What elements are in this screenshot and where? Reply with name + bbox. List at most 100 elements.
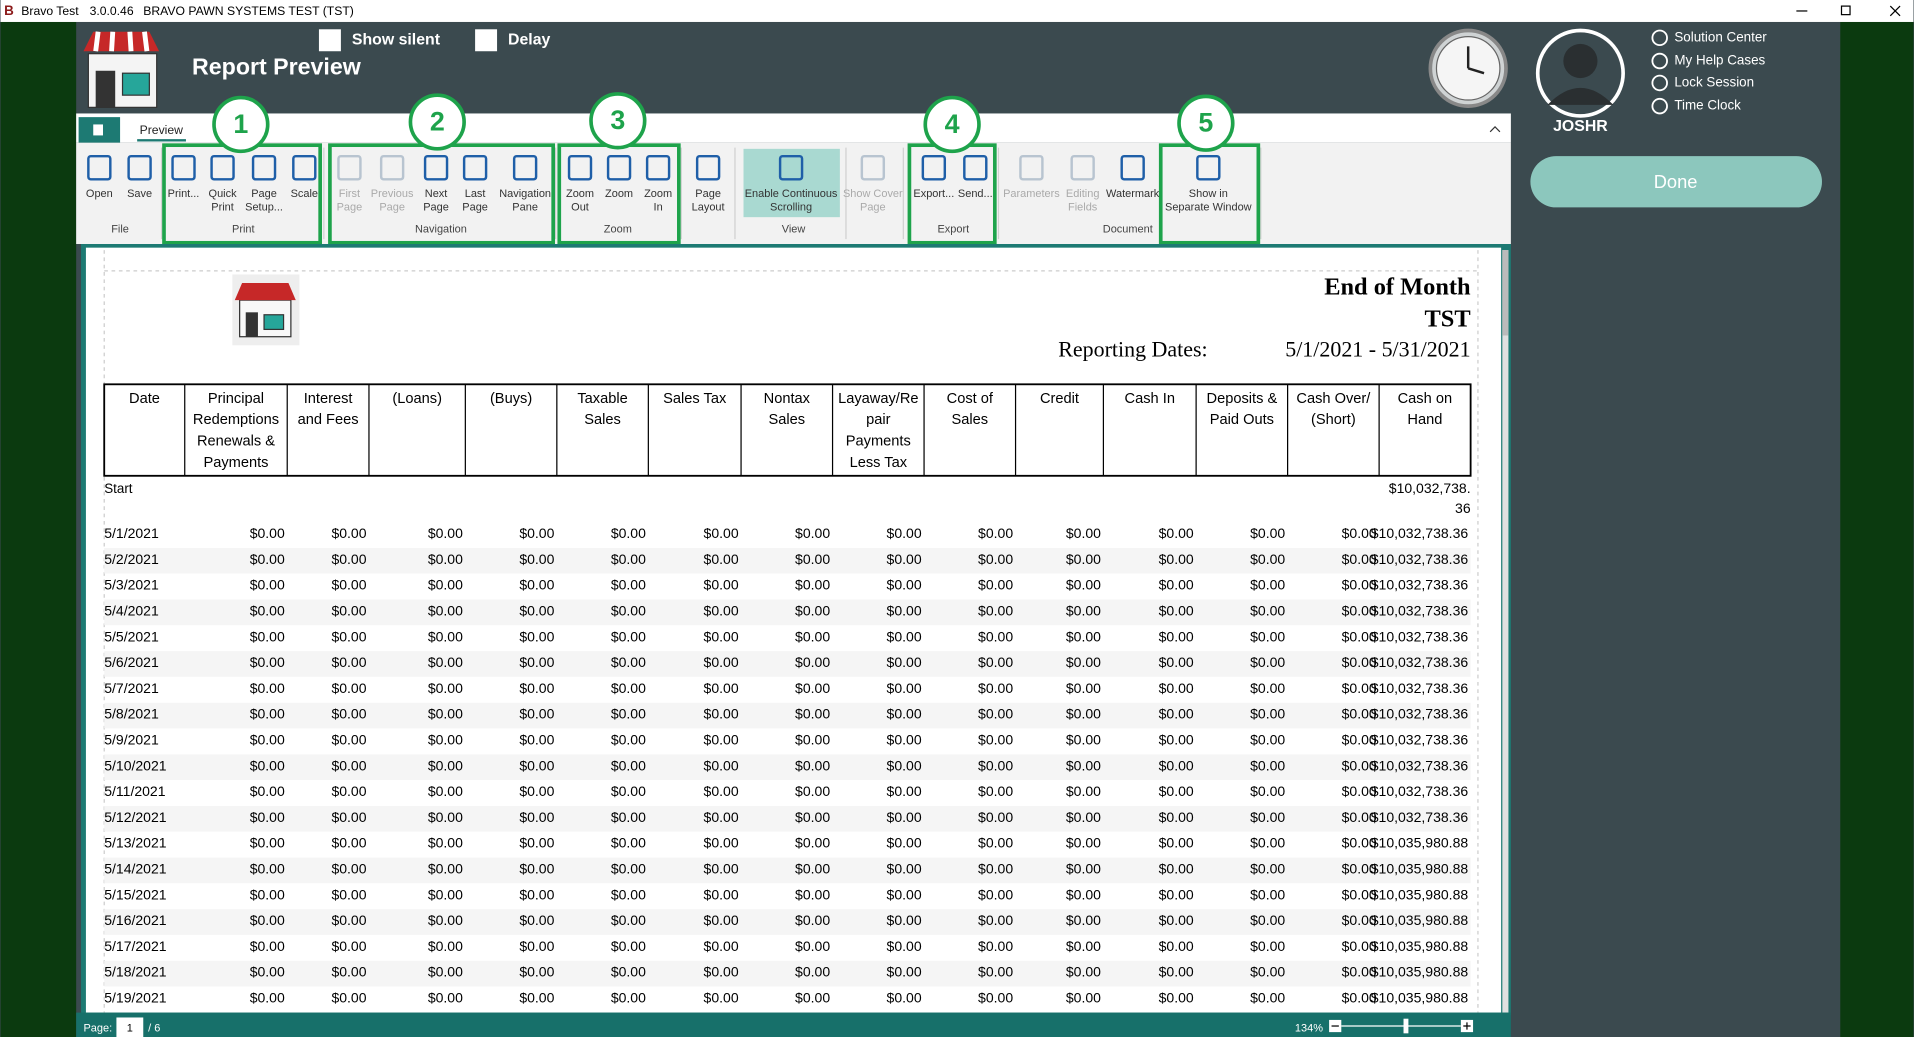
collapse-ribbon[interactable]: [1489, 126, 1501, 133]
ribbon-button[interactable]: Scale: [291, 154, 318, 200]
cell-value: $0.00: [1250, 886, 1285, 902]
ribbon-button[interactable]: Open: [86, 154, 113, 200]
cell-value: $0.00: [1250, 809, 1285, 825]
callout-circle: [589, 92, 647, 150]
preview-tab[interactable]: Preview: [140, 123, 184, 137]
delay-checkbox[interactable]: [475, 29, 498, 52]
ribbon-button[interactable]: Watermark: [1106, 154, 1160, 200]
cell-value: $0.00: [250, 577, 285, 593]
cell-value: $0.00: [611, 680, 646, 696]
button-icon: [1070, 154, 1095, 181]
cell-value: $0.00: [1159, 654, 1194, 670]
ribbon-button[interactable]: PageSetup...: [245, 154, 283, 213]
cell-value: $0.00: [704, 628, 739, 644]
cell-value: $0.00: [250, 706, 285, 722]
cell-date: 5/14/2021: [104, 861, 167, 877]
cell-value: $0.00: [250, 525, 285, 541]
cell-date: 5/17/2021: [104, 938, 167, 954]
scrollbar-thumb[interactable]: [1502, 250, 1509, 336]
user-link[interactable]: Solution Center: [1674, 29, 1767, 44]
cell-value: $0.00: [1342, 964, 1377, 980]
button-label: In: [654, 201, 663, 213]
cell-value: $0.00: [250, 731, 285, 747]
cell-value: $0.00: [1250, 706, 1285, 722]
cell-value: $0.00: [250, 628, 285, 644]
cell-value: $10,035,980.88: [1371, 886, 1469, 902]
cell-value: $0.00: [887, 964, 922, 980]
zoom-slider[interactable]: [1329, 1018, 1474, 1034]
callout-number: 4: [945, 109, 960, 139]
button-label: Setup...: [245, 201, 283, 213]
cell-value: $0.00: [1159, 757, 1194, 773]
app-menu-icon: [93, 124, 103, 136]
dates-value: 5/1/2021 - 5/31/2021: [1285, 336, 1470, 361]
cell-value: $0.00: [428, 912, 463, 928]
cell-value: $0.00: [704, 551, 739, 567]
button-label: Parameters: [1003, 188, 1060, 200]
cell-value: $0.00: [250, 912, 285, 928]
start-label: Start: [104, 481, 133, 496]
link-icon: [1651, 74, 1668, 92]
close-button[interactable]: [1889, 5, 1901, 17]
cell-value: $0.00: [795, 628, 830, 644]
cell-value: $0.00: [1066, 654, 1101, 670]
row-stripe: [104, 805, 1471, 832]
cell-value: $0.00: [887, 731, 922, 747]
user-name: JOSHR: [1553, 118, 1608, 135]
cell-date: 5/13/2021: [104, 835, 167, 851]
cell-value: $0.00: [1250, 680, 1285, 696]
column-header: Cash In: [1125, 391, 1175, 407]
cell-value: $0.00: [519, 731, 554, 747]
restore-button[interactable]: [1840, 5, 1851, 16]
button-icon: [337, 154, 362, 181]
cell-value: $0.00: [611, 938, 646, 954]
column-header: (Loans): [392, 391, 442, 407]
cell-value: $0.00: [519, 886, 554, 902]
cell-value: $0.00: [795, 835, 830, 851]
cell-value: $0.00: [1250, 757, 1285, 773]
scrollbar[interactable]: [1502, 250, 1509, 1013]
button-label: Previous: [371, 188, 414, 200]
ribbon-button[interactable]: Export...: [913, 154, 954, 200]
done-button[interactable]: [1530, 156, 1822, 208]
ribbon-button[interactable]: Send...: [958, 154, 993, 200]
cell-value: $0.00: [250, 654, 285, 670]
cell-value: $0.00: [795, 912, 830, 928]
ribbon-button[interactable]: Print...: [168, 154, 200, 200]
cell-value: $0.00: [250, 835, 285, 851]
app-name: Bravo Test: [21, 4, 79, 18]
user-link[interactable]: Time Clock: [1674, 98, 1741, 113]
cell-value: $0.00: [1342, 680, 1377, 696]
title-bar: [0, 0, 1914, 22]
cell-value: $0.00: [978, 654, 1013, 670]
show-silent-checkbox[interactable]: [318, 29, 341, 52]
cell-value: $0.00: [1159, 525, 1194, 541]
callout-number: 5: [1198, 108, 1213, 138]
ribbon-button[interactable]: Zoom: [605, 154, 633, 200]
user-link[interactable]: My Help Cases: [1674, 53, 1765, 68]
column-header: Interest: [304, 391, 353, 407]
button-label: Next: [425, 188, 448, 200]
cell-value: $0.00: [1342, 861, 1377, 877]
row-stripe: [104, 702, 1471, 729]
page-input[interactable]: [116, 1017, 144, 1037]
cell-value: $0.00: [1342, 602, 1377, 618]
cell-value: $0.00: [978, 809, 1013, 825]
cell-value: $0.00: [1159, 602, 1194, 618]
ribbon-button[interactable]: Save: [127, 154, 152, 200]
user-avatar[interactable]: [1535, 28, 1625, 118]
cell-value: $0.00: [611, 628, 646, 644]
cell-value: $0.00: [519, 990, 554, 1006]
cell-value: $0.00: [519, 628, 554, 644]
user-link[interactable]: Lock Session: [1674, 75, 1754, 90]
